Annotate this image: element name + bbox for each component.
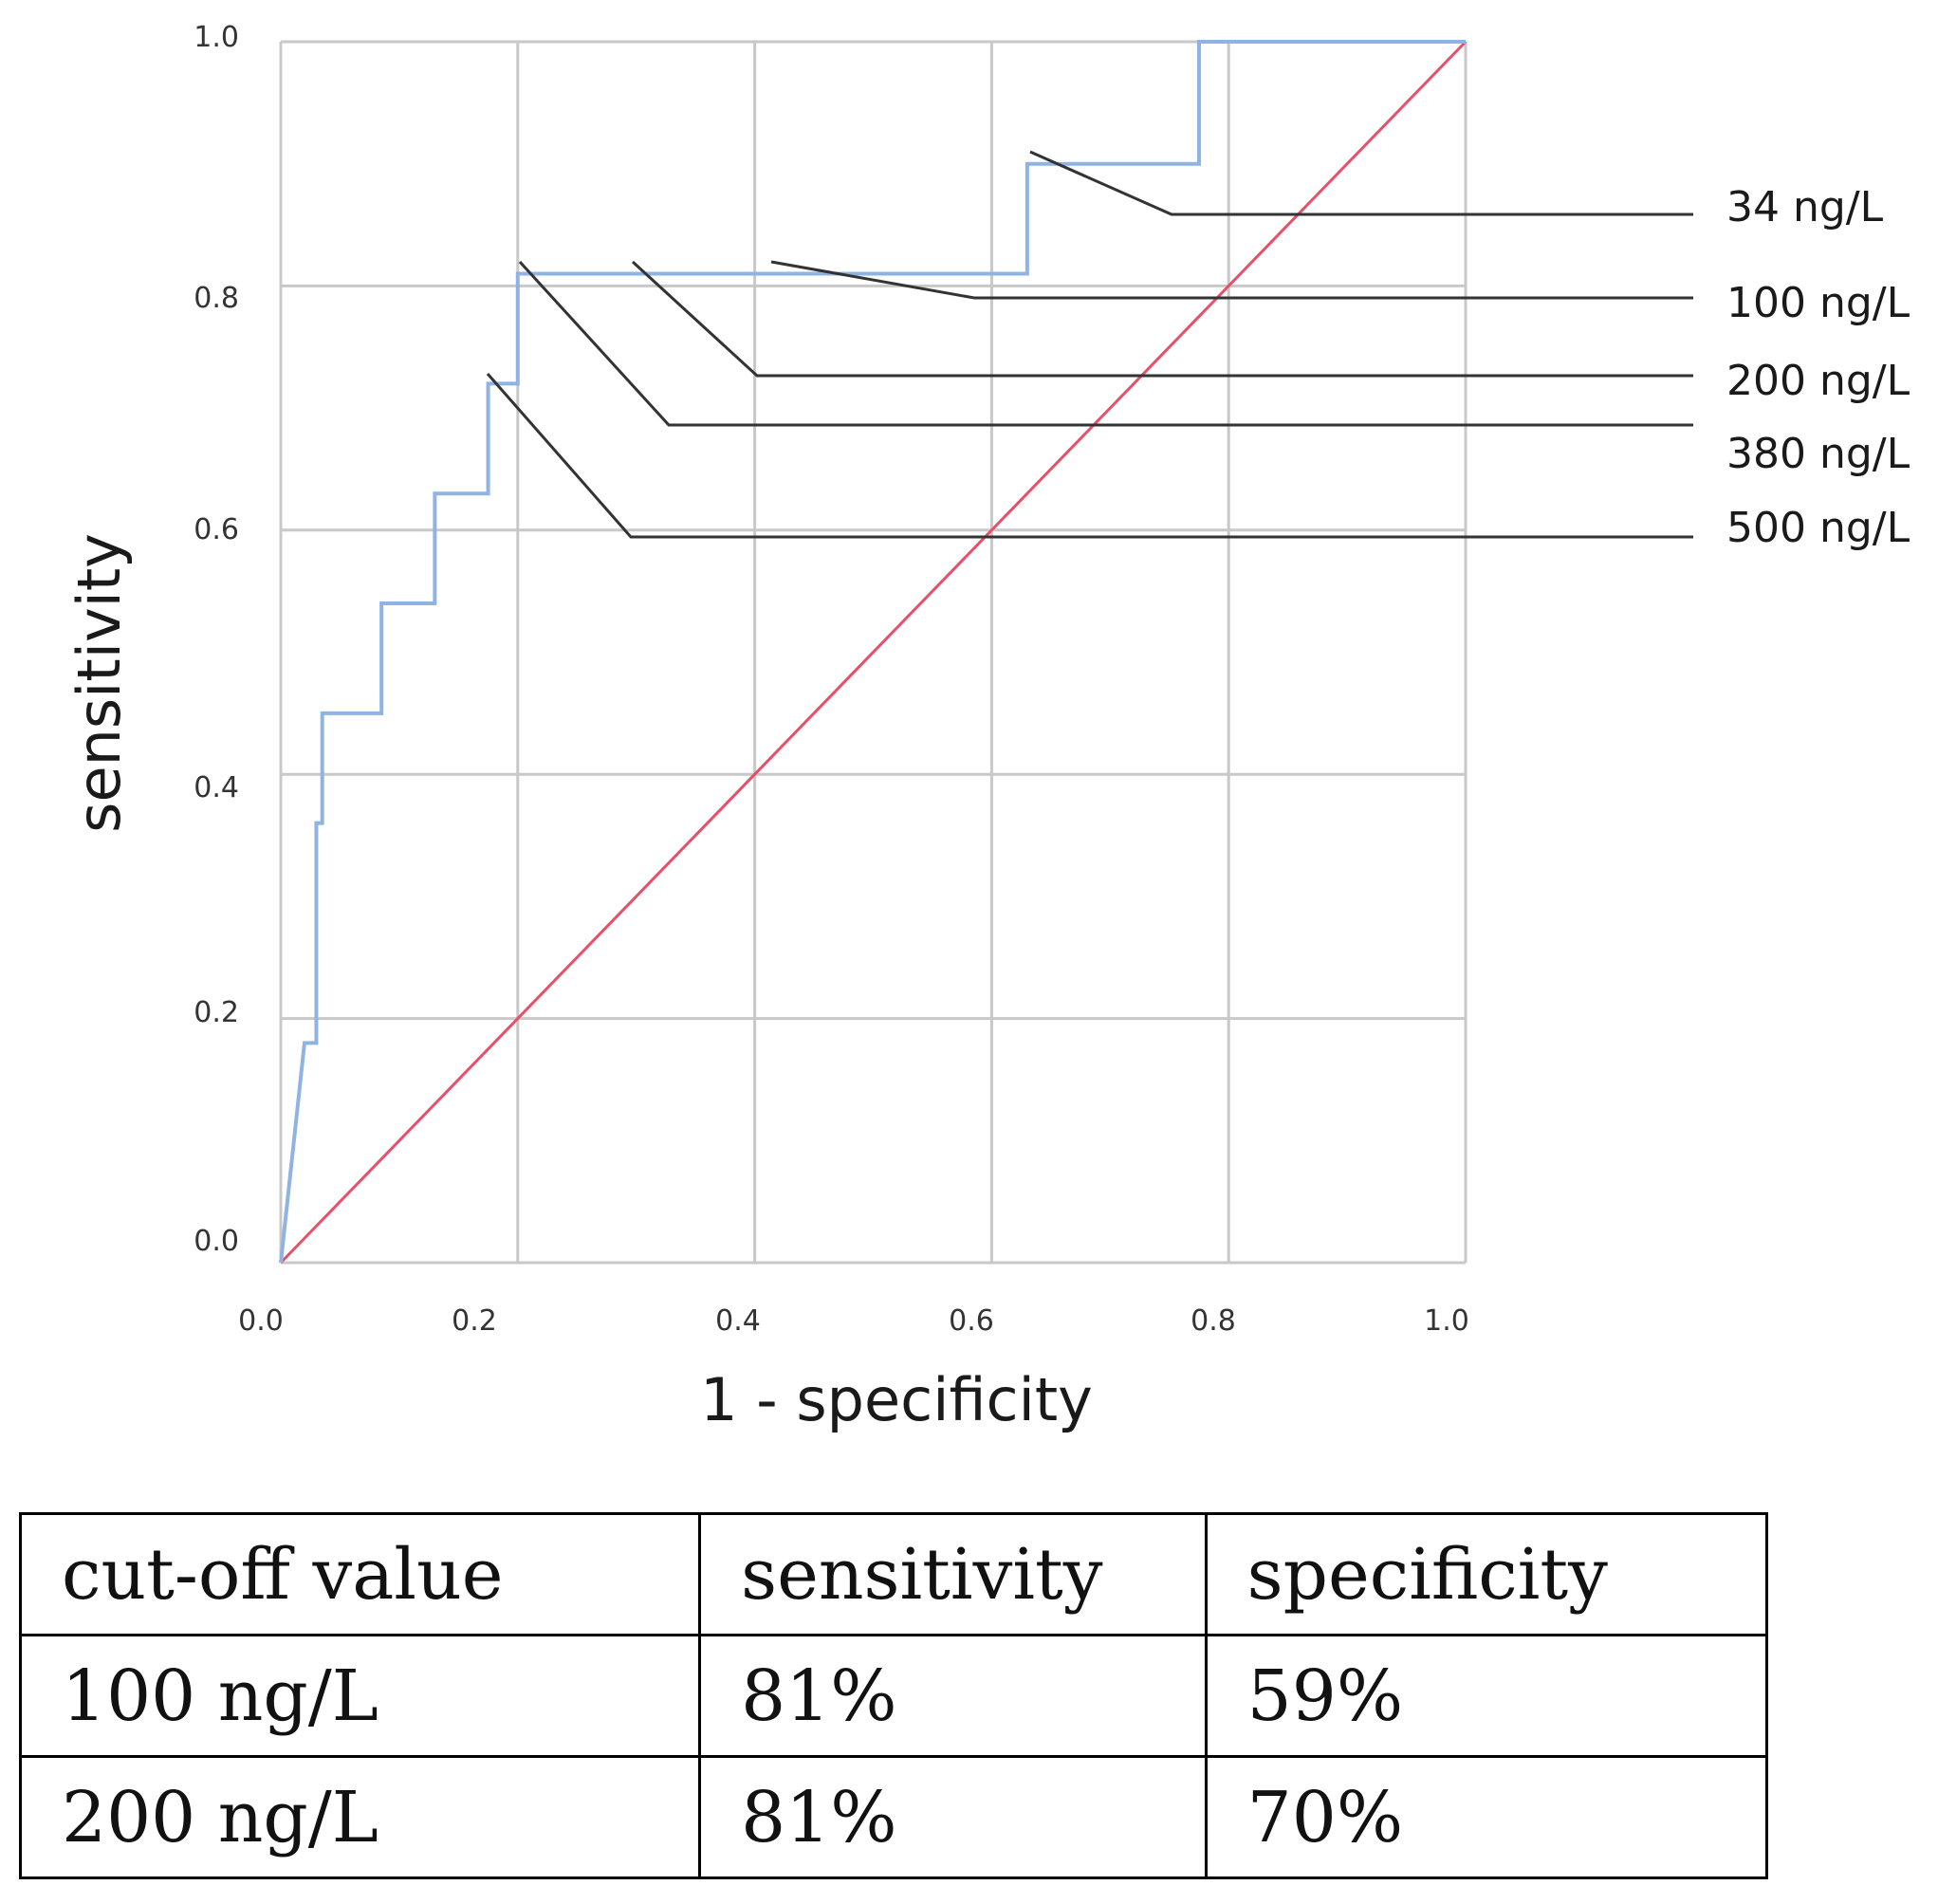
x-tick-label: 0.8 [1190, 1304, 1236, 1338]
cutoff-leader-line [518, 260, 1693, 427]
cutoff-leader-line [631, 260, 1693, 378]
table-row: 200 ng/L 81% 70% [18, 1755, 1769, 1879]
x-tick-label: 0.2 [452, 1304, 497, 1338]
reference-line-layer [279, 40, 1467, 1265]
cutoff-leader-line [486, 373, 1693, 539]
table-cell: 81% [698, 1634, 1208, 1758]
x-tick-label: 0.0 [238, 1304, 284, 1338]
cutoff-label: 380 ng/L [1726, 430, 1910, 478]
y-tick-label: 0.4 [194, 771, 239, 804]
table-header-cell: cut-off value [18, 1512, 702, 1636]
table-cell: 59% [1204, 1634, 1769, 1758]
table-cell: 100 ng/L [18, 1634, 702, 1758]
table-cell: 70% [1204, 1755, 1769, 1879]
y-axis-title: sensitivity [65, 533, 134, 833]
x-tick-label: 1.0 [1424, 1304, 1469, 1338]
y-tick-label: 1.0 [194, 21, 239, 54]
y-tick-label: 0.2 [194, 996, 239, 1029]
cutoff-label: 34 ng/L [1726, 183, 1884, 231]
table-row: 100 ng/L 81% 59% [18, 1634, 1769, 1758]
table-header-row: cut-off value sensitivity specificity [18, 1512, 1769, 1636]
x-axis-title: 1 - specificity [700, 1365, 1093, 1434]
cutoff-leader-line [1029, 150, 1693, 216]
cutoff-leader-lines: 34 ng/L 100 ng/L 200 ng/L 380 ng/L 500 ng/L [486, 150, 1910, 552]
y-tick-label: 0.6 [194, 513, 239, 546]
table-cell: 200 ng/L [18, 1755, 702, 1879]
cutoff-leader-line [770, 260, 1693, 300]
y-tick-label: 0.0 [194, 1225, 239, 1258]
tick-labels: 0.0 0.2 0.4 0.6 0.8 1.0 0.0 0.2 0.4 0.6 0.8 1.0 [194, 21, 1469, 1338]
table-cell: 81% [698, 1755, 1208, 1879]
roc-curve-layer [279, 40, 1466, 1264]
x-tick-label: 0.6 [949, 1304, 994, 1338]
table-header-cell: specificity [1204, 1512, 1769, 1636]
grid [279, 40, 1467, 1265]
cutoff-label: 500 ng/L [1726, 504, 1910, 552]
y-tick-label: 0.8 [194, 282, 239, 315]
cutoff-label: 100 ng/L [1726, 279, 1910, 327]
reference-line [279, 40, 1467, 1265]
cutoff-table: cut-off value sensitivity specificity 10… [18, 1512, 1769, 1879]
roc-curve [279, 40, 1466, 1264]
cutoff-label: 200 ng/L [1726, 357, 1910, 405]
table-header-cell: sensitivity [698, 1512, 1208, 1636]
x-tick-label: 0.4 [715, 1304, 761, 1338]
